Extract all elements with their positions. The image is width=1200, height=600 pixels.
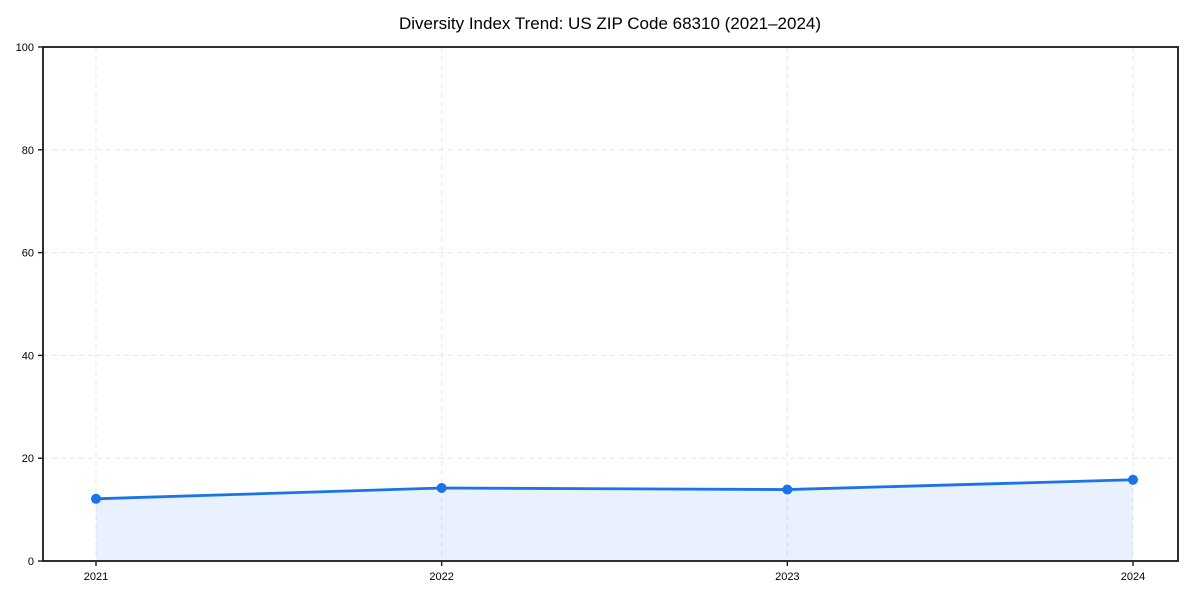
x-tick-label: 2024 [1121,571,1145,583]
x-tick-label: 2022 [429,571,453,583]
y-tick-label: 100 [16,42,34,54]
data-point-marker [1128,474,1138,485]
y-tick-label: 80 [22,145,34,157]
y-tick-label: 60 [22,248,34,260]
y-tick-label: 40 [22,350,34,362]
data-point-marker [436,483,447,494]
x-tick-label: 2021 [84,571,108,583]
area-fill [96,479,1133,561]
chart-title: Diversity Index Trend: US ZIP Code 68310… [399,14,821,33]
data-point-marker [91,493,101,504]
data-point-marker [782,484,793,495]
plot-border [42,46,1179,562]
trend-line [94,478,1135,501]
x-tick-label: 2023 [775,571,799,583]
y-tick-label: 20 [22,453,34,465]
y-tick-label: 0 [28,556,34,568]
